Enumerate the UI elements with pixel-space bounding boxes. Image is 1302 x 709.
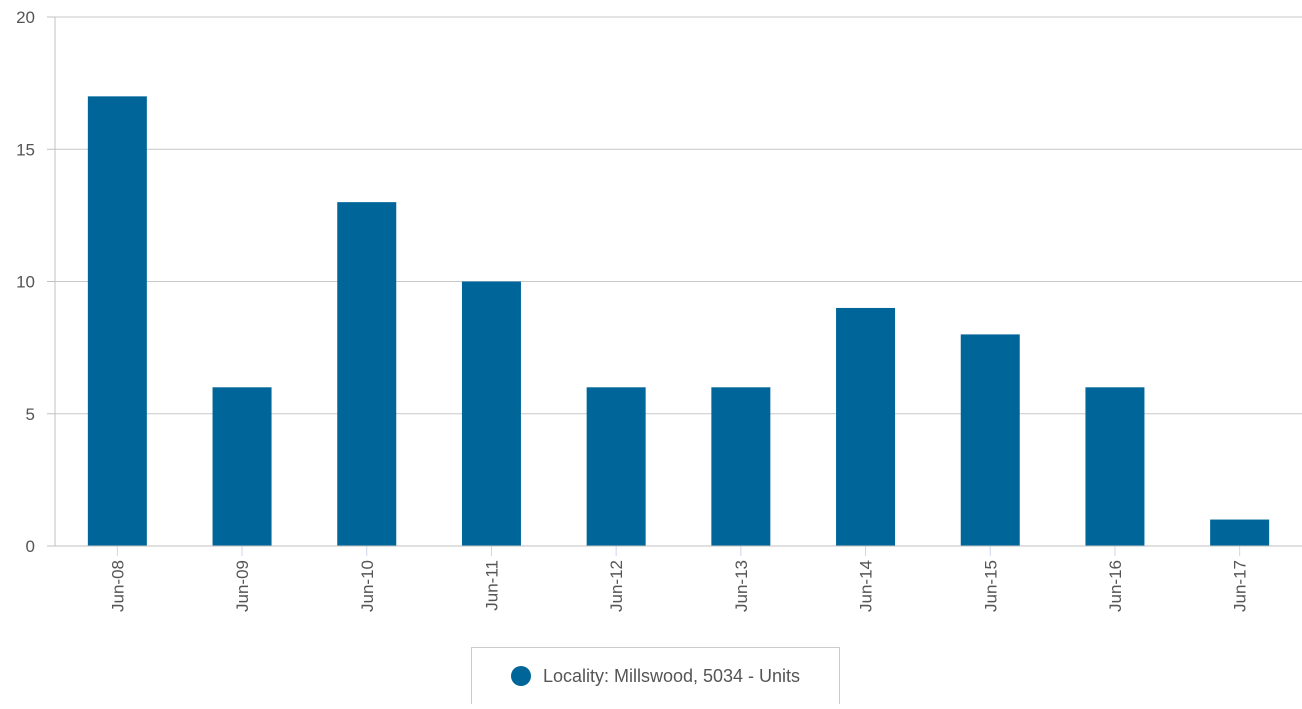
bar-jun-17 bbox=[1210, 519, 1270, 546]
bar-jun-08 bbox=[87, 96, 147, 546]
y-tick-label: 5 bbox=[26, 405, 35, 424]
x-tick-label: Jun-14 bbox=[857, 560, 876, 612]
bar-jun-09 bbox=[212, 387, 272, 546]
bar-jun-11 bbox=[461, 281, 521, 546]
bar-jun-13 bbox=[711, 387, 771, 546]
y-tick-label: 20 bbox=[16, 8, 35, 27]
legend-label: Locality: Millswood, 5034 - Units bbox=[542, 665, 801, 686]
x-tick-label: Jun-13 bbox=[732, 560, 751, 612]
bar-jun-10 bbox=[337, 202, 397, 546]
x-tick-label: Jun-11 bbox=[482, 560, 501, 611]
y-tick-label: 15 bbox=[16, 140, 35, 159]
bar-jun-15 bbox=[960, 334, 1020, 546]
x-tick-label: Jun-16 bbox=[1106, 560, 1125, 612]
bar-jun-14 bbox=[836, 307, 896, 546]
x-tick-label: Jun-15 bbox=[981, 560, 1000, 612]
legend[interactable]: Locality: Millswood, 5034 - Units bbox=[471, 647, 840, 704]
y-tick-label: 10 bbox=[16, 273, 35, 292]
legend-marker-icon bbox=[510, 666, 531, 686]
x-tick-label: Jun-17 bbox=[1231, 560, 1250, 612]
x-tick-label: Jun-10 bbox=[358, 560, 377, 612]
bar-jun-12 bbox=[586, 387, 646, 546]
x-tick-label: Jun-08 bbox=[108, 560, 127, 612]
x-tick-label: Jun-12 bbox=[607, 560, 626, 612]
y-tick-label: 0 bbox=[26, 537, 35, 556]
bar-jun-16 bbox=[1085, 387, 1145, 546]
x-tick-label: Jun-09 bbox=[233, 560, 252, 612]
